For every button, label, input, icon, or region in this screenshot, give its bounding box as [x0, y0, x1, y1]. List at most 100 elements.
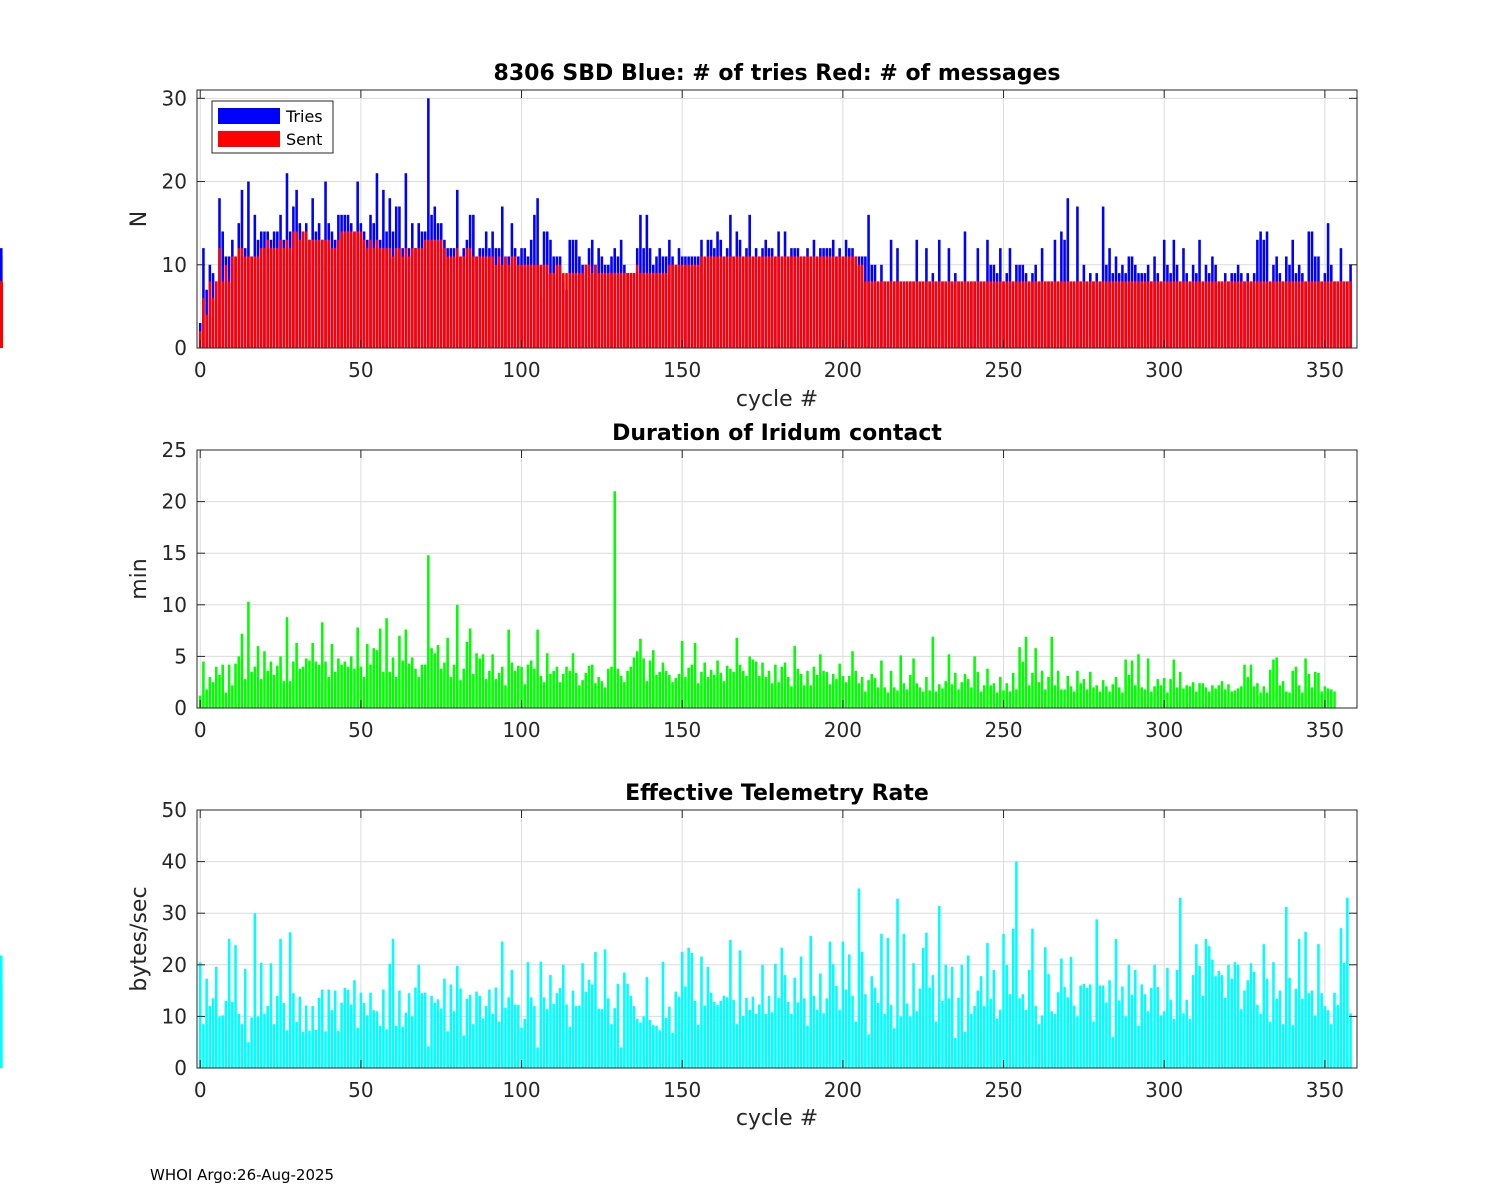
- bar-rate: [594, 951, 597, 1068]
- bar-duration: [944, 681, 947, 708]
- bar-rate: [227, 939, 231, 1068]
- bar-rate: [491, 1013, 494, 1068]
- x-tick-label: 150: [663, 1078, 701, 1102]
- bar-duration: [533, 668, 536, 708]
- bar-sent: [867, 281, 870, 348]
- bar-rate: [417, 964, 420, 1068]
- bar-rate: [224, 1000, 228, 1068]
- bar-duration: [1024, 636, 1028, 708]
- bar-sent: [1178, 281, 1182, 348]
- bar-sent: [237, 248, 241, 348]
- bar-sent: [652, 273, 655, 348]
- bar-rate: [652, 1025, 655, 1068]
- bar-sent: [394, 248, 398, 348]
- bar-sent: [349, 231, 353, 348]
- bar-sent: [934, 281, 938, 348]
- bar-duration: [1236, 688, 1240, 708]
- bar-duration: [285, 617, 289, 708]
- bar-rate: [1063, 986, 1066, 1068]
- bar-sent: [1047, 281, 1050, 348]
- bar-duration: [1217, 685, 1221, 708]
- bar-rate: [1230, 978, 1233, 1068]
- bar-sent: [1137, 281, 1140, 348]
- bar-duration: [1108, 691, 1111, 708]
- bar-sent: [308, 239, 311, 348]
- bar-duration: [558, 682, 562, 708]
- bar-duration: [1063, 689, 1066, 708]
- bar-sent: [304, 231, 308, 348]
- bar-sent: [1252, 281, 1256, 348]
- bar-rate: [639, 1022, 642, 1068]
- bar-duration: [256, 646, 260, 708]
- x-tick-label: 0: [194, 358, 207, 382]
- bar-rate: [452, 1011, 456, 1068]
- bar-sent: [597, 273, 600, 348]
- bars: [0, 98, 1352, 348]
- bar-sent: [1227, 281, 1230, 348]
- bar-rate: [1304, 931, 1307, 1068]
- bar-duration: [774, 664, 777, 708]
- bar-sent: [957, 281, 960, 348]
- bar-duration: [719, 672, 723, 708]
- chart-title: Effective Telemetry Rate: [625, 781, 929, 806]
- bar-sent: [1114, 281, 1118, 348]
- bar-sent: [645, 273, 649, 348]
- bar-rate: [1307, 993, 1311, 1068]
- bar-duration: [420, 664, 424, 708]
- x-tick-label: 100: [502, 358, 540, 382]
- bar-duration: [870, 673, 874, 708]
- bar-duration: [976, 671, 980, 708]
- bar-duration: [1127, 674, 1131, 708]
- bar-rate: [455, 965, 459, 1068]
- bar-sent: [562, 273, 565, 348]
- duration-panel: 0 50 100 150 200 250 300 350 0 5 10 15 20 25 Duratio…: [127, 421, 1358, 742]
- x-ticks: 0 50 100 150 200 250 300 350: [194, 810, 1344, 1102]
- bar-sent: [1146, 281, 1150, 348]
- bar-duration: [394, 677, 398, 708]
- bar-rate: [1105, 1002, 1108, 1068]
- bar-duration: [767, 670, 771, 708]
- bar-rate: [815, 1009, 819, 1068]
- legend-swatch-sent: [218, 131, 280, 147]
- bar-sent: [1236, 281, 1240, 348]
- bar-sent: [366, 248, 369, 348]
- bar-rate: [629, 995, 633, 1068]
- bar-duration: [610, 666, 613, 708]
- bar-sent: [655, 273, 658, 348]
- bar-sent: [1050, 281, 1054, 348]
- bar-sent: [677, 264, 681, 348]
- bar-rate: [1024, 1009, 1028, 1068]
- bar-sent: [764, 256, 768, 348]
- bar-rate: [446, 1031, 449, 1068]
- bar-rate: [934, 1021, 938, 1068]
- bar-sent: [912, 281, 915, 348]
- bar-rate: [989, 998, 992, 1068]
- bar-duration: [1230, 691, 1233, 708]
- bar-rate: [562, 964, 565, 1068]
- bar-duration: [565, 666, 568, 708]
- bar-duration: [741, 670, 745, 708]
- bar-duration: [1018, 647, 1021, 708]
- bar-duration: [1011, 672, 1015, 708]
- bar-rate: [401, 1026, 404, 1068]
- bar-rate: [658, 1030, 661, 1068]
- bar-sent: [407, 256, 411, 348]
- bar-duration: [828, 684, 832, 708]
- bar-duration: [288, 681, 292, 708]
- bar-duration: [243, 679, 247, 708]
- bar-sent: [925, 281, 928, 348]
- bar-duration: [333, 671, 337, 708]
- bar-sent: [761, 256, 764, 348]
- bar-rate: [655, 1025, 658, 1068]
- bar-sent: [1037, 281, 1041, 348]
- bar-rate: [1044, 947, 1047, 1068]
- bar-duration: [950, 684, 954, 708]
- bar-sent: [372, 248, 376, 348]
- bar-rate: [330, 1010, 334, 1068]
- bar-duration: [902, 683, 906, 708]
- bar-rate: [1201, 995, 1205, 1068]
- bar-duration: [899, 655, 902, 708]
- bar-duration: [1262, 686, 1266, 708]
- bar-duration: [934, 691, 938, 708]
